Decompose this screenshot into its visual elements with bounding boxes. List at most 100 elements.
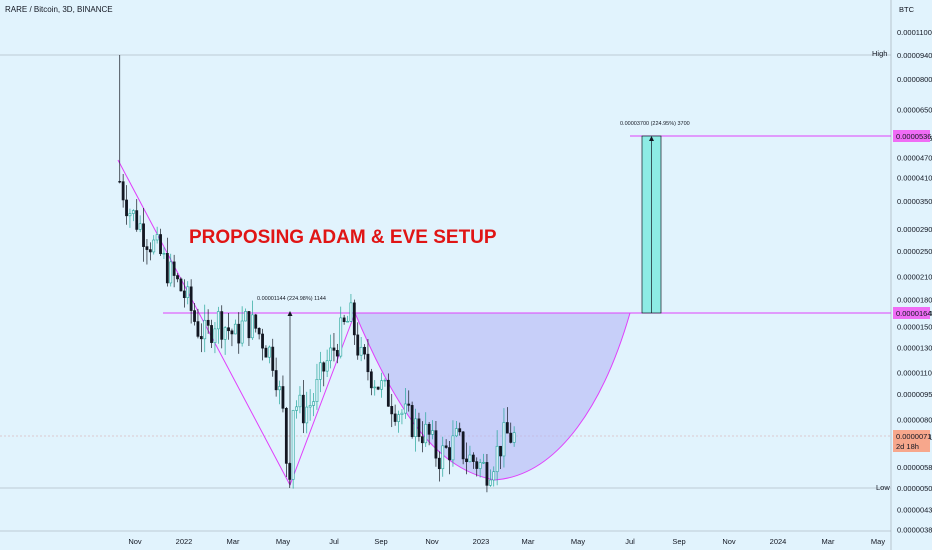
candle-body bbox=[223, 327, 227, 340]
candle-body bbox=[267, 346, 271, 358]
candle-body bbox=[346, 321, 349, 323]
candle-body bbox=[298, 394, 302, 408]
candle-body bbox=[118, 181, 122, 183]
candle-body bbox=[220, 311, 224, 340]
candle-body bbox=[305, 406, 309, 424]
measure-left-arrowhead bbox=[287, 311, 293, 316]
candle-body bbox=[366, 353, 370, 373]
candle-body bbox=[444, 445, 448, 448]
candle-body bbox=[172, 261, 176, 276]
candle-body bbox=[325, 360, 329, 372]
candle-body bbox=[233, 323, 237, 335]
candle-body bbox=[465, 458, 468, 463]
candle-body bbox=[169, 261, 173, 284]
eve-cup-fill bbox=[355, 313, 630, 480]
candle-body bbox=[159, 234, 162, 255]
time-tick-label: Sep bbox=[672, 537, 685, 546]
candle-body bbox=[397, 414, 400, 422]
current-countdown-label: 2d 18h bbox=[896, 442, 919, 451]
time-tick-label: May bbox=[871, 537, 885, 546]
time-tick-label: Mar bbox=[522, 537, 535, 546]
current-price-label: 0.00000713 bbox=[896, 432, 932, 441]
time-tick-label: Mar bbox=[822, 537, 835, 546]
candle-body bbox=[138, 223, 142, 230]
candle-body bbox=[162, 253, 166, 255]
candle-body bbox=[393, 413, 397, 422]
candle-body bbox=[308, 405, 312, 408]
neckline-badge bbox=[893, 307, 930, 319]
candle-body bbox=[322, 362, 326, 372]
candle-body bbox=[237, 323, 241, 344]
candle-body bbox=[135, 210, 139, 230]
candle-body bbox=[261, 333, 264, 349]
candle-body bbox=[203, 319, 207, 340]
candle-body bbox=[407, 403, 411, 406]
candle-body bbox=[244, 311, 247, 322]
candle-body bbox=[264, 347, 268, 358]
measure-left-label: 0.00001144 (224.98%) 1144 bbox=[257, 296, 326, 302]
candle-body bbox=[461, 431, 465, 460]
candle-body bbox=[468, 454, 472, 463]
candle-body bbox=[278, 386, 281, 391]
price-tick-label: 0.00000380 bbox=[897, 525, 932, 534]
time-tick-label: Jul bbox=[329, 537, 339, 546]
candle-body bbox=[281, 386, 285, 409]
price-tick-label: 0.00000503 bbox=[897, 484, 932, 493]
candle-body bbox=[492, 471, 496, 481]
candle-body bbox=[271, 346, 275, 371]
candle-body bbox=[329, 347, 332, 362]
candle-body bbox=[213, 328, 217, 343]
candle-body bbox=[448, 447, 451, 461]
candle-body bbox=[148, 249, 152, 253]
time-axis-ticks: Nov 2022 Mar May Jul Sep Nov 2023 Mar May Jul Sep No… bbox=[128, 537, 885, 546]
candle-body bbox=[414, 418, 417, 437]
time-tick-label: Mar bbox=[227, 537, 240, 546]
candle-body bbox=[257, 328, 261, 335]
candle-body bbox=[240, 320, 244, 344]
candle-body bbox=[121, 181, 125, 201]
candle-body bbox=[318, 362, 322, 380]
candle-body bbox=[142, 223, 145, 247]
candle-body bbox=[155, 234, 159, 241]
candle-body bbox=[380, 380, 383, 390]
candle-body bbox=[128, 213, 132, 217]
candle-body bbox=[386, 379, 390, 407]
candle-body bbox=[434, 430, 438, 459]
candle-body bbox=[254, 314, 258, 329]
candle-body bbox=[196, 321, 200, 337]
candles bbox=[118, 55, 516, 493]
candle-body bbox=[295, 406, 298, 411]
setup-annotation: PROPOSING ADAM & EVE SETUP bbox=[189, 227, 497, 248]
candle-body bbox=[478, 462, 482, 469]
candle-body bbox=[145, 246, 149, 250]
candle-body bbox=[165, 253, 169, 284]
target-badge-label: 0.00005369 bbox=[896, 132, 932, 141]
candle-body bbox=[427, 423, 431, 435]
measure-right-label: 0.00003700 (224.95%) 3700 bbox=[620, 121, 690, 127]
candle-body bbox=[454, 428, 458, 437]
candle-body bbox=[471, 454, 475, 462]
target-badge bbox=[893, 130, 930, 142]
candle-body bbox=[417, 418, 421, 437]
candle-body bbox=[485, 462, 489, 486]
time-tick-label: May bbox=[571, 537, 585, 546]
candle-body bbox=[359, 346, 363, 356]
price-tick-label: 0.00000435 bbox=[897, 505, 932, 514]
candle-body bbox=[250, 314, 254, 339]
candle-body bbox=[179, 278, 183, 292]
candle-body bbox=[274, 370, 278, 391]
